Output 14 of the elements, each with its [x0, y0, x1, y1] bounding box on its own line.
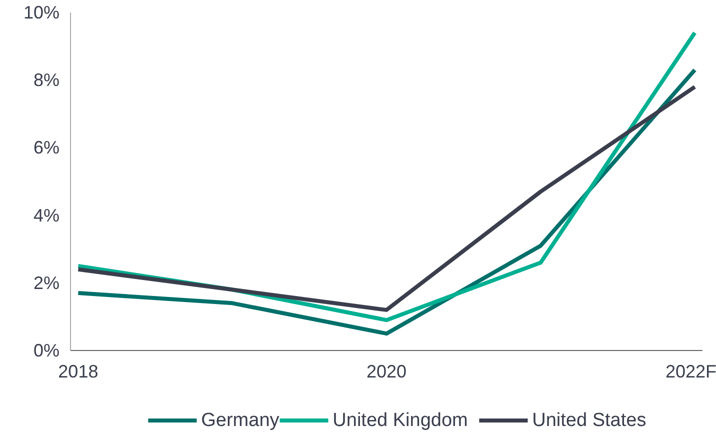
y-tick-label: 8%: [33, 70, 60, 90]
y-tick-label: 4%: [33, 205, 60, 226]
x-tick-label: 2018: [58, 362, 98, 382]
line-series: [76, 68, 697, 336]
x-tick-label: 2020: [366, 362, 407, 382]
legend-label: United Kingdom: [332, 410, 468, 431]
legend-label: Germany: [201, 410, 280, 431]
x-tick-label: 2022F: [665, 362, 716, 382]
line-series: [76, 84, 697, 312]
legend-label: United States: [532, 410, 646, 431]
y-tick-label: 2%: [33, 272, 60, 293]
y-tick-label: 0%: [33, 340, 60, 360]
y-tick-label: 10%: [23, 2, 60, 22]
y-tick-label: 6%: [33, 138, 60, 158]
